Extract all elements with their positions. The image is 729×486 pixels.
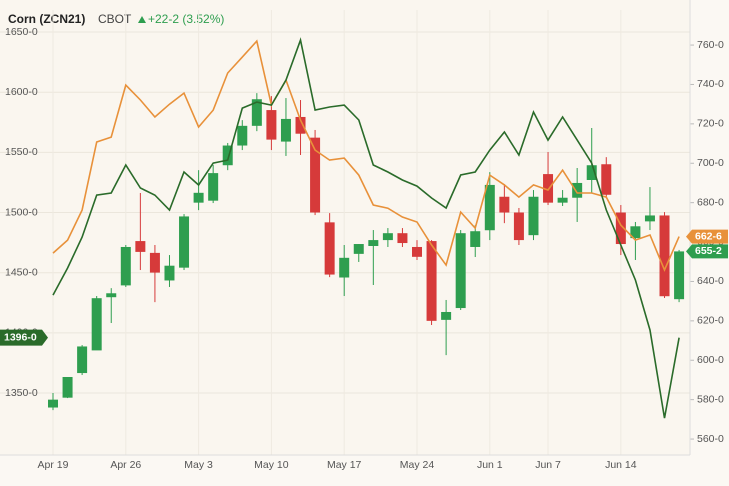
x-tick-label: May 10	[254, 459, 289, 471]
candle-body	[513, 212, 524, 241]
y2-tick-label: 620-0	[697, 315, 724, 327]
candle-body	[120, 246, 131, 286]
candle-body	[135, 241, 146, 252]
y2-tick-label: 580-0	[697, 393, 724, 405]
y-tick-label: 1650-0	[5, 26, 38, 38]
candle-body	[674, 251, 685, 300]
y2-tick-label: 600-0	[697, 354, 724, 366]
candle-body	[484, 184, 495, 231]
candle-body	[106, 293, 117, 298]
up-arrow	[138, 16, 146, 23]
candle-body	[295, 116, 306, 134]
y-tick-label: 1500-0	[5, 206, 38, 218]
last-price-tag	[686, 244, 728, 259]
candle-body	[455, 233, 466, 309]
candle-body	[426, 241, 437, 321]
x-tick-label: Jun 14	[605, 459, 637, 471]
y2-tick-label: 700-0	[697, 157, 724, 169]
candle-body	[382, 233, 393, 241]
y2-tick-label: 740-0	[697, 78, 724, 90]
last-price-tag	[0, 329, 48, 346]
y2-tick-label: 720-0	[697, 118, 724, 130]
candle-body	[77, 346, 88, 374]
candle-body	[586, 165, 597, 181]
x-tick-label: May 17	[327, 459, 362, 471]
candle-body	[601, 164, 612, 195]
price-line	[52, 37, 680, 419]
candle-body	[164, 265, 175, 281]
candle-body	[91, 298, 102, 351]
y2-tick-label: 680-0	[697, 196, 724, 208]
price-line	[52, 39, 680, 273]
y2-tick-label: 560-0	[697, 433, 724, 445]
candle-body	[266, 110, 277, 140]
y2-tick-label: 640-0	[697, 275, 724, 287]
candle-body	[572, 182, 583, 198]
candle-body	[615, 212, 626, 245]
candle-body	[193, 192, 204, 203]
y-tick-label: 1350-0	[5, 387, 38, 399]
candle-body	[149, 252, 160, 273]
candle-body	[237, 125, 248, 146]
candle-body	[62, 376, 73, 398]
plot-area	[0, 0, 690, 455]
candle-body	[48, 399, 58, 408]
x-tick-label: May 3	[184, 459, 213, 471]
candle-body	[208, 173, 219, 201]
candle-body	[644, 215, 655, 222]
y2-tick-label: 760-0	[697, 39, 724, 51]
exchange: CBOT	[98, 12, 132, 26]
y-tick-label: 1450-0	[5, 266, 38, 278]
candle-body	[557, 197, 568, 203]
candle-body	[368, 240, 379, 246]
chart-title: Corn (ZCN21)	[8, 12, 85, 26]
candle-body	[397, 233, 408, 244]
candle-body	[528, 196, 539, 236]
x-tick-label: Jun 1	[477, 459, 503, 471]
candle-body	[543, 174, 554, 203]
candle-body	[280, 118, 291, 142]
x-tick-label: Apr 19	[38, 459, 69, 471]
candle-body	[251, 99, 262, 126]
y-tick-label: 1550-0	[5, 146, 38, 158]
candle-body	[353, 244, 364, 254]
y-tick-label: 1600-0	[5, 86, 38, 98]
candle-body	[310, 137, 321, 213]
x-tick-label: Apr 26	[110, 459, 141, 471]
candle-body	[470, 231, 481, 247]
candle-body	[324, 222, 335, 275]
candle-body	[630, 226, 641, 239]
candle-body	[659, 215, 670, 297]
candle-body	[412, 246, 422, 257]
candle-body	[339, 257, 350, 278]
last-price-label: 655-2	[695, 245, 722, 257]
last-price-label: 662-6	[695, 230, 722, 242]
x-tick-label: Jun 7	[535, 459, 561, 471]
x-tick-label: May 24	[400, 459, 435, 471]
candle-body	[499, 196, 510, 213]
candle-body	[179, 216, 190, 268]
last-price-label: 1396-0	[4, 331, 37, 343]
candle-body	[222, 145, 233, 166]
last-price-tag	[686, 229, 728, 244]
candle-body	[441, 311, 452, 320]
price-change: +22-2 (3.52%)	[148, 12, 224, 26]
